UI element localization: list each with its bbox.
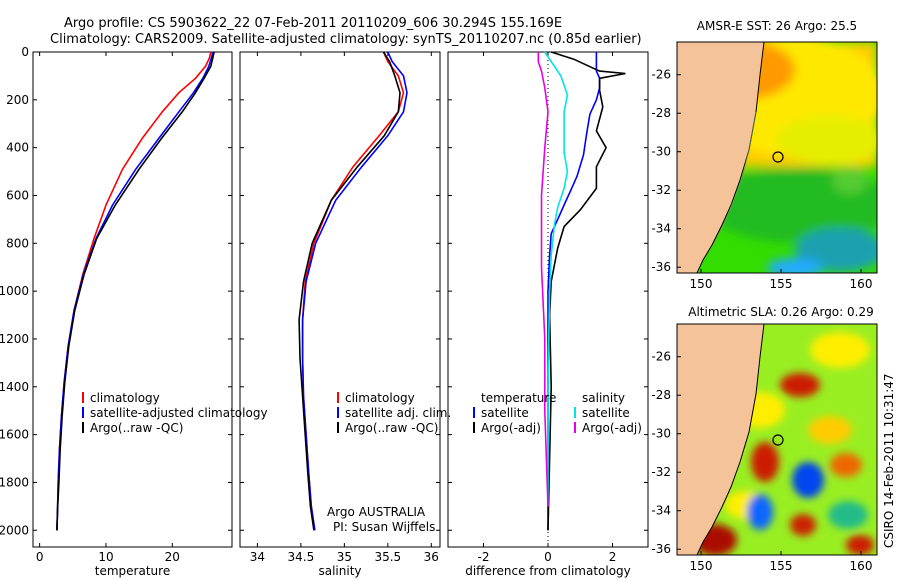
series-line (298, 51, 401, 531)
x-tick-label: 35.5 (374, 550, 401, 564)
y-tick-label: 1600 (0, 428, 29, 442)
map-y-tick-label: -36 (651, 542, 671, 556)
x-axis-label: temperature (95, 564, 170, 578)
series-line (544, 51, 569, 507)
series-line (56, 51, 215, 531)
temperature-legend: climatology satellite-adjusted climatolo… (82, 391, 268, 435)
series-line (547, 51, 626, 531)
header-line-1: Argo profile: CS 5903622_22 07-Feb-2011 … (64, 16, 562, 31)
temperature-profile-panel: 0 10 2002004006008001000120014001600180020… (0, 45, 233, 578)
x-tick-label: 36 (424, 550, 439, 564)
legend-satellite-adjusted: satellite-adjusted climatology (90, 406, 268, 420)
y-tick-label: 1200 (0, 332, 29, 346)
y-tick-label: 0 (21, 45, 29, 59)
map-x-tick-label: 155 (770, 277, 793, 291)
y-tick-label: 600 (6, 188, 29, 202)
legend-satellite-adj: satellite adj. clim. (345, 406, 451, 420)
x-axis-label: salinity (318, 564, 361, 578)
map-x-tick-label: 150 (690, 559, 713, 573)
legend-argo: Argo(..raw -QC) (90, 421, 183, 435)
y-tick-label: 400 (6, 141, 29, 155)
salinity-legend: climatology satellite adj. clim. Argo(..… (337, 391, 451, 435)
map-x-tick-label: 160 (850, 559, 873, 573)
legend-sal-satellite: satellite (582, 406, 630, 420)
map-y-tick-label: -28 (651, 106, 671, 120)
legend-argo: Argo(..raw -QC) (345, 421, 438, 435)
legend-temp-satellite: satellite (481, 406, 529, 420)
y-tick-label: 800 (6, 236, 29, 250)
difference-legend: temperature salinity satellite Argo(-adj… (473, 391, 642, 435)
map-y-tick-label: -34 (651, 222, 671, 236)
map-y-tick-label: -30 (651, 427, 671, 441)
x-tick-label: 10 (98, 550, 113, 564)
map-y-tick-label: -26 (651, 350, 671, 364)
y-tick-label: 2000 (0, 523, 29, 537)
sla-argo-marker (772, 434, 784, 446)
y-tick-label: 1400 (0, 380, 29, 394)
plot-frame (32, 51, 233, 548)
x-tick-label: 35 (337, 550, 352, 564)
legend-sal-argo: Argo(-adj) (582, 421, 642, 435)
y-tick-label: 1800 (0, 475, 29, 489)
y-tick-label: 200 (6, 93, 29, 107)
sst-map-title: AMSR-E SST: 26 Argo: 25.5 (697, 19, 857, 33)
map-y-tick-label: -28 (651, 388, 671, 402)
sst-map: 150 155 160 -26 -28 -30 -32 -34 -36 (651, 41, 878, 291)
x-tick-label: 34.5 (288, 550, 315, 564)
x-tick-label: 0 (544, 550, 552, 564)
map-y-tick-label: -32 (651, 183, 671, 197)
credit-line-1: Argo AUSTRALIA (327, 505, 426, 519)
y-tick-label: 1000 (0, 284, 29, 298)
header-line-2: Climatology: CARS2009. Satellite-adjuste… (50, 32, 642, 47)
series-line (537, 52, 549, 507)
x-tick-label: 2 (609, 550, 617, 564)
legend-title-salinity: salinity (582, 391, 625, 405)
map-y-tick-label: -26 (651, 68, 671, 82)
sla-map-title: Altimetric SLA: 0.26 Argo: 0.29 (688, 305, 873, 319)
series-line (301, 51, 405, 531)
x-tick-label: -2 (477, 550, 489, 564)
x-axis-label: difference from climatology (465, 564, 631, 578)
legend-title-temperature: temperature (481, 391, 556, 405)
x-tick-label: 34 (250, 550, 265, 564)
salinity-profile-panel: 34 34.5 35 35.5 36 salinity (239, 51, 441, 578)
map-y-tick-label: -32 (651, 465, 671, 479)
x-tick-label: 0 (36, 550, 44, 564)
series-line (547, 52, 601, 531)
sla-map: 150 155 160 -26 -28 -30 -32 -34 -36 (651, 323, 878, 573)
map-y-tick-label: -36 (651, 260, 671, 274)
map-y-tick-label: -30 (651, 145, 671, 159)
sst-argo-marker (772, 151, 784, 163)
x-tick-label: 20 (165, 550, 180, 564)
legend-climatology: climatology (90, 391, 160, 405)
side-stamp: CSIRO 14-Feb-2011 10:31:47 (882, 373, 896, 548)
legend-climatology: climatology (345, 391, 415, 405)
series-line (301, 51, 408, 531)
plot-frame (239, 51, 441, 548)
map-x-tick-label: 155 (770, 559, 793, 573)
map-x-tick-label: 160 (850, 277, 873, 291)
credit-line-2: PI: Susan Wijffels (333, 520, 435, 534)
map-x-tick-label: 150 (690, 277, 713, 291)
legend-temp-argo: Argo(-adj) (481, 421, 541, 435)
map-y-tick-label: -34 (651, 504, 671, 518)
